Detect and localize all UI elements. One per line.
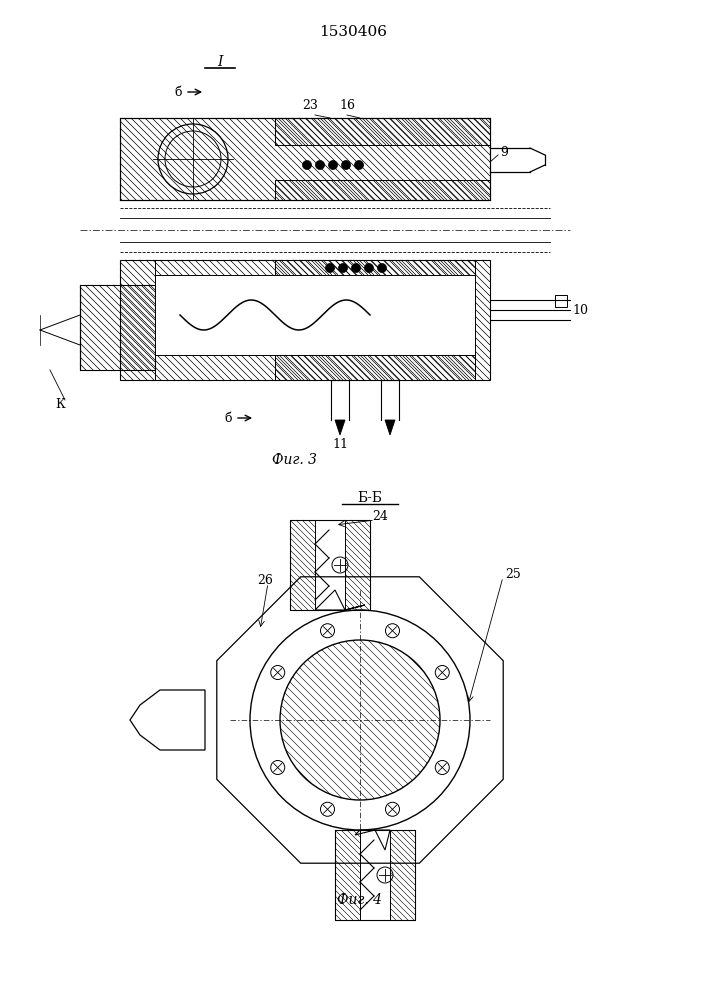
Circle shape — [325, 263, 334, 272]
Circle shape — [365, 263, 373, 272]
Circle shape — [354, 160, 363, 169]
Text: 11: 11 — [332, 438, 348, 452]
Bar — [155, 275, 475, 355]
Text: 26: 26 — [257, 574, 273, 586]
Circle shape — [339, 263, 348, 272]
Text: 10: 10 — [572, 304, 588, 316]
Text: б: б — [224, 412, 232, 424]
Text: 1530406: 1530406 — [319, 25, 387, 39]
Text: Фиг. 4: Фиг. 4 — [337, 893, 382, 907]
Text: I: I — [217, 55, 223, 69]
Polygon shape — [335, 420, 345, 435]
Bar — [335, 830, 415, 920]
Text: 25: 25 — [505, 568, 521, 582]
Circle shape — [351, 263, 361, 272]
Circle shape — [280, 640, 440, 800]
Circle shape — [303, 160, 312, 169]
Text: Б-Б: Б-Б — [358, 491, 382, 505]
Bar — [555, 295, 567, 307]
Text: б: б — [174, 86, 182, 99]
Circle shape — [378, 263, 387, 272]
Polygon shape — [385, 420, 395, 435]
Text: 23: 23 — [302, 99, 318, 112]
Circle shape — [329, 160, 337, 169]
Text: 16: 16 — [339, 99, 355, 112]
Text: К: К — [55, 398, 65, 412]
Text: 24: 24 — [372, 510, 388, 522]
Text: Фиг. 3: Фиг. 3 — [272, 453, 317, 467]
Circle shape — [341, 160, 351, 169]
Circle shape — [315, 160, 325, 169]
Bar — [290, 520, 370, 610]
Text: 9: 9 — [500, 145, 508, 158]
